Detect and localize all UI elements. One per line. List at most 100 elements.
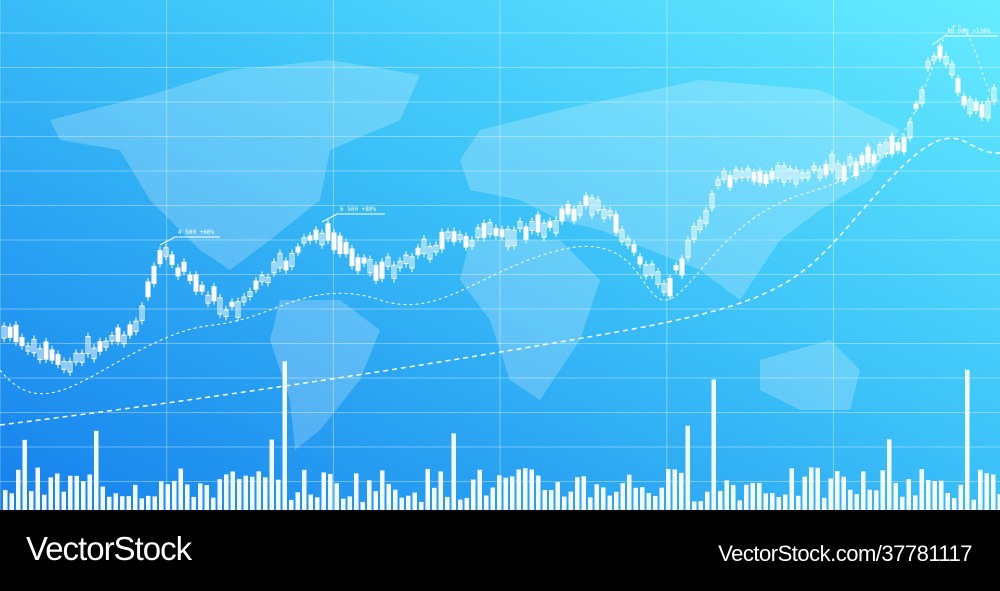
volume-bar [614,491,619,510]
volume-bar [607,495,612,510]
candle-body [769,171,775,180]
volume-bar [874,490,879,510]
candle-body [535,214,541,233]
volume-bar [276,479,281,510]
candle-body [541,222,547,238]
volume-bar [952,497,957,510]
volume-bar [679,472,684,510]
candle-body [583,195,589,206]
candle-body [595,199,601,211]
candle-body [841,165,847,182]
candle-body [889,135,895,155]
volume-bar [503,477,508,510]
candle-body [835,163,841,179]
decoration [0,25,1000,510]
candle-body [421,238,427,254]
volume-bar [139,498,144,510]
candle-body [787,168,793,180]
volume-bar [965,369,970,510]
volume-bar [445,496,450,510]
volume-bar [783,494,788,510]
candle-body [763,174,769,185]
candle-body [91,347,97,360]
volume-bar [776,497,781,510]
volume-bar [529,469,534,510]
candle-body [145,281,151,298]
candle-body [613,214,619,233]
volume-bar [718,490,723,510]
volume-bar [399,497,404,510]
volume-bar [113,493,118,510]
volume-bar [412,492,417,510]
volume-bar [497,475,502,510]
candle-body [919,89,925,104]
candle-body [163,247,169,257]
volume-bar [906,479,911,510]
candle-body [85,336,91,355]
volume-bar [237,478,242,510]
candle-body [895,142,901,151]
candle-body [649,263,655,276]
volume-bar [724,480,729,510]
candle-body [925,60,931,69]
candle-body [13,324,19,343]
volume-bar [666,468,671,510]
volume-bar [3,490,8,510]
volume-bar [692,501,697,510]
volume-bar [744,484,749,510]
volume-bar [360,501,365,510]
background [0,0,1000,510]
candle-body [811,165,817,171]
candle-body [829,154,835,171]
candle-body [901,137,907,153]
candle-body [379,261,385,279]
candle-body [427,246,433,260]
volume-bar [757,482,762,510]
candle-body [103,340,109,348]
candle-body [463,236,469,248]
volume-bar [893,483,898,510]
volume-bar [438,471,443,510]
volume-bar [770,493,775,510]
candle-body [979,104,985,118]
candle-body [937,45,943,59]
candle-body [355,257,361,272]
candle-body [265,276,271,284]
volume-bar [341,498,346,510]
volume-bar [81,481,86,510]
volume-bar [555,482,560,510]
candle-body [967,98,973,114]
candle-body [655,271,661,285]
volume-bar [653,495,658,510]
volume-bar [815,467,820,510]
volume-bar [939,480,944,510]
volume-bar [42,494,47,510]
candle-body [169,254,175,265]
candle-body [259,274,265,283]
illustration: 4 500 +60% 6 500 +80% 10 000 +120% [0,0,1000,510]
volume-bar [94,430,99,510]
candle-body [211,286,217,302]
candle-body [589,197,595,216]
candle-body [667,277,673,297]
volume-bar [523,468,528,510]
candle-body [25,345,31,352]
candle-body [337,235,343,255]
annotation-leader [321,213,338,223]
volume-bar [451,433,456,510]
volume-bar [282,361,287,510]
volume-bar [16,469,21,510]
volume-bar [191,496,196,510]
volume-bar [250,476,255,510]
candle-body [619,229,625,242]
trend-line [0,137,1000,426]
volume-bar [867,489,872,510]
candle-body [949,63,955,76]
candle-body [235,301,241,318]
candle-body [565,203,571,215]
candle-body [7,326,13,338]
volume-bar [620,483,625,510]
volume-bar [9,493,14,510]
volume-bar [900,496,905,510]
volume-bar [737,500,742,510]
